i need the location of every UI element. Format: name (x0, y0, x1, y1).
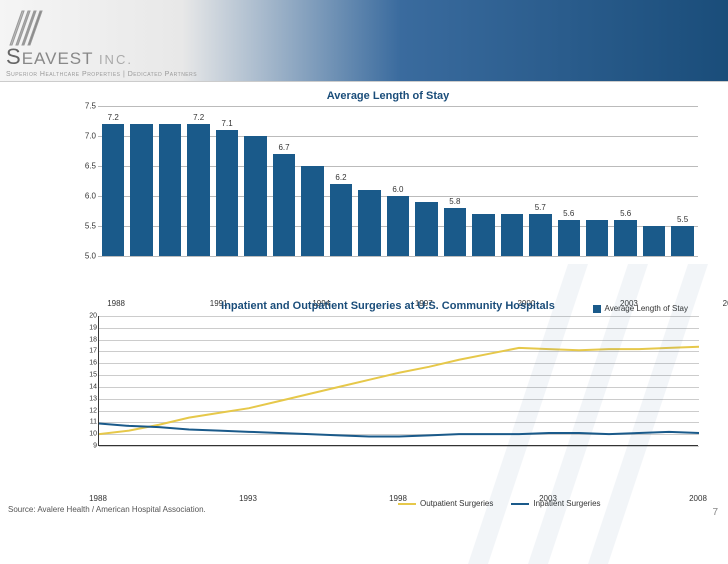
ytick: 5.0 (85, 252, 96, 261)
bar (130, 113, 152, 256)
chart2-plot: 91011121314151617181920 (98, 316, 698, 446)
ytick: 18 (89, 336, 97, 343)
bar (586, 209, 608, 256)
bar-chart-length-of-stay: Average Length of Stay 5.0 5.5 6.0 6.5 7.0 7.… (78, 90, 698, 285)
bar: 6.2 (330, 173, 352, 256)
bar (415, 191, 437, 256)
ytick: 17 (89, 348, 97, 355)
ytick: 10 (89, 431, 97, 438)
bar-label: 7.2 (193, 113, 204, 122)
ytick: 6.5 (85, 162, 96, 171)
chart2-title: Inpatient and Outpatient Surgeries at U.… (78, 300, 698, 312)
chart2-legend: Outpatient Surgeries Inpatient Surgeries (398, 499, 601, 508)
bar-label: 5.7 (535, 203, 546, 212)
bar (643, 215, 665, 256)
ytick: 15 (89, 372, 97, 379)
bar: 7.1 (216, 119, 238, 256)
company-block: SEAVEST INC. Superior Healthcare Propert… (6, 44, 197, 78)
ytick: 14 (89, 383, 97, 390)
bar: 6.7 (273, 143, 295, 256)
line-outpatient (99, 347, 699, 434)
chart1-title: Average Length of Stay (78, 90, 698, 102)
logo (8, 5, 56, 47)
ytick: 13 (89, 395, 97, 402)
bar: 5.6 (558, 209, 580, 256)
bar-label: 7.2 (108, 113, 119, 122)
xtick: 1993 (239, 494, 257, 503)
legend-label: Outpatient Surgeries (420, 499, 493, 508)
bar-label: 5.6 (620, 209, 631, 218)
bar: 7.2 (102, 113, 124, 256)
bar (472, 203, 494, 256)
legend-item: Outpatient Surgeries (398, 499, 493, 508)
bar (159, 113, 181, 256)
ytick: 11 (90, 419, 97, 426)
bar: 5.8 (444, 197, 466, 256)
ytick: 12 (89, 407, 97, 414)
bar (358, 179, 380, 256)
gridline (98, 256, 698, 257)
ytick: 7.0 (85, 132, 96, 141)
bar (301, 155, 323, 256)
company-tagline: Superior Healthcare Properties | Dedicat… (6, 71, 197, 78)
building-icon (8, 5, 56, 47)
xtick: 2006 (723, 299, 728, 308)
legend-label: Inpatient Surgeries (533, 499, 600, 508)
ytick: 5.5 (85, 222, 96, 231)
legend-line (398, 503, 416, 505)
company-name: SEAVEST INC. (6, 44, 197, 70)
gridline (99, 446, 699, 447)
ytick: 6.0 (85, 192, 96, 201)
bar-label: 6.0 (392, 185, 403, 194)
bar: 6.0 (387, 185, 409, 256)
line-inpatient (99, 424, 699, 437)
bar (244, 125, 266, 256)
ytick: 16 (89, 360, 97, 367)
bar: 5.7 (529, 203, 551, 256)
ytick: 19 (89, 324, 97, 331)
bar: 5.5 (671, 215, 693, 256)
page-number: 7 (712, 507, 718, 518)
bar: 5.6 (614, 209, 636, 256)
bar-label: 5.5 (677, 215, 688, 224)
chart1-plot: 5.05.56.06.57.07.5 7.2 7.27.1 6.7 6.2 6.… (98, 106, 698, 256)
legend-item: Inpatient Surgeries (511, 499, 600, 508)
source-text: Source: Avalere Health / American Hospit… (8, 505, 206, 514)
bar-label: 7.1 (222, 119, 233, 128)
xtick: 1988 (89, 494, 107, 503)
ytick: 7.5 (85, 102, 96, 111)
xtick: 2008 (689, 494, 707, 503)
bar-label: 5.6 (563, 209, 574, 218)
line-chart-surgeries: Inpatient and Outpatient Surgeries at U.… (78, 300, 698, 480)
ytick: 20 (89, 313, 97, 320)
ytick: 9 (93, 443, 97, 450)
bar-label: 6.7 (278, 143, 289, 152)
bar-label: 5.8 (449, 197, 460, 206)
slide-header: SEAVEST INC. Superior Healthcare Propert… (0, 0, 728, 82)
bar (501, 203, 523, 256)
bar-label: 6.2 (335, 173, 346, 182)
legend-line (511, 503, 529, 505)
bar: 7.2 (187, 113, 209, 256)
